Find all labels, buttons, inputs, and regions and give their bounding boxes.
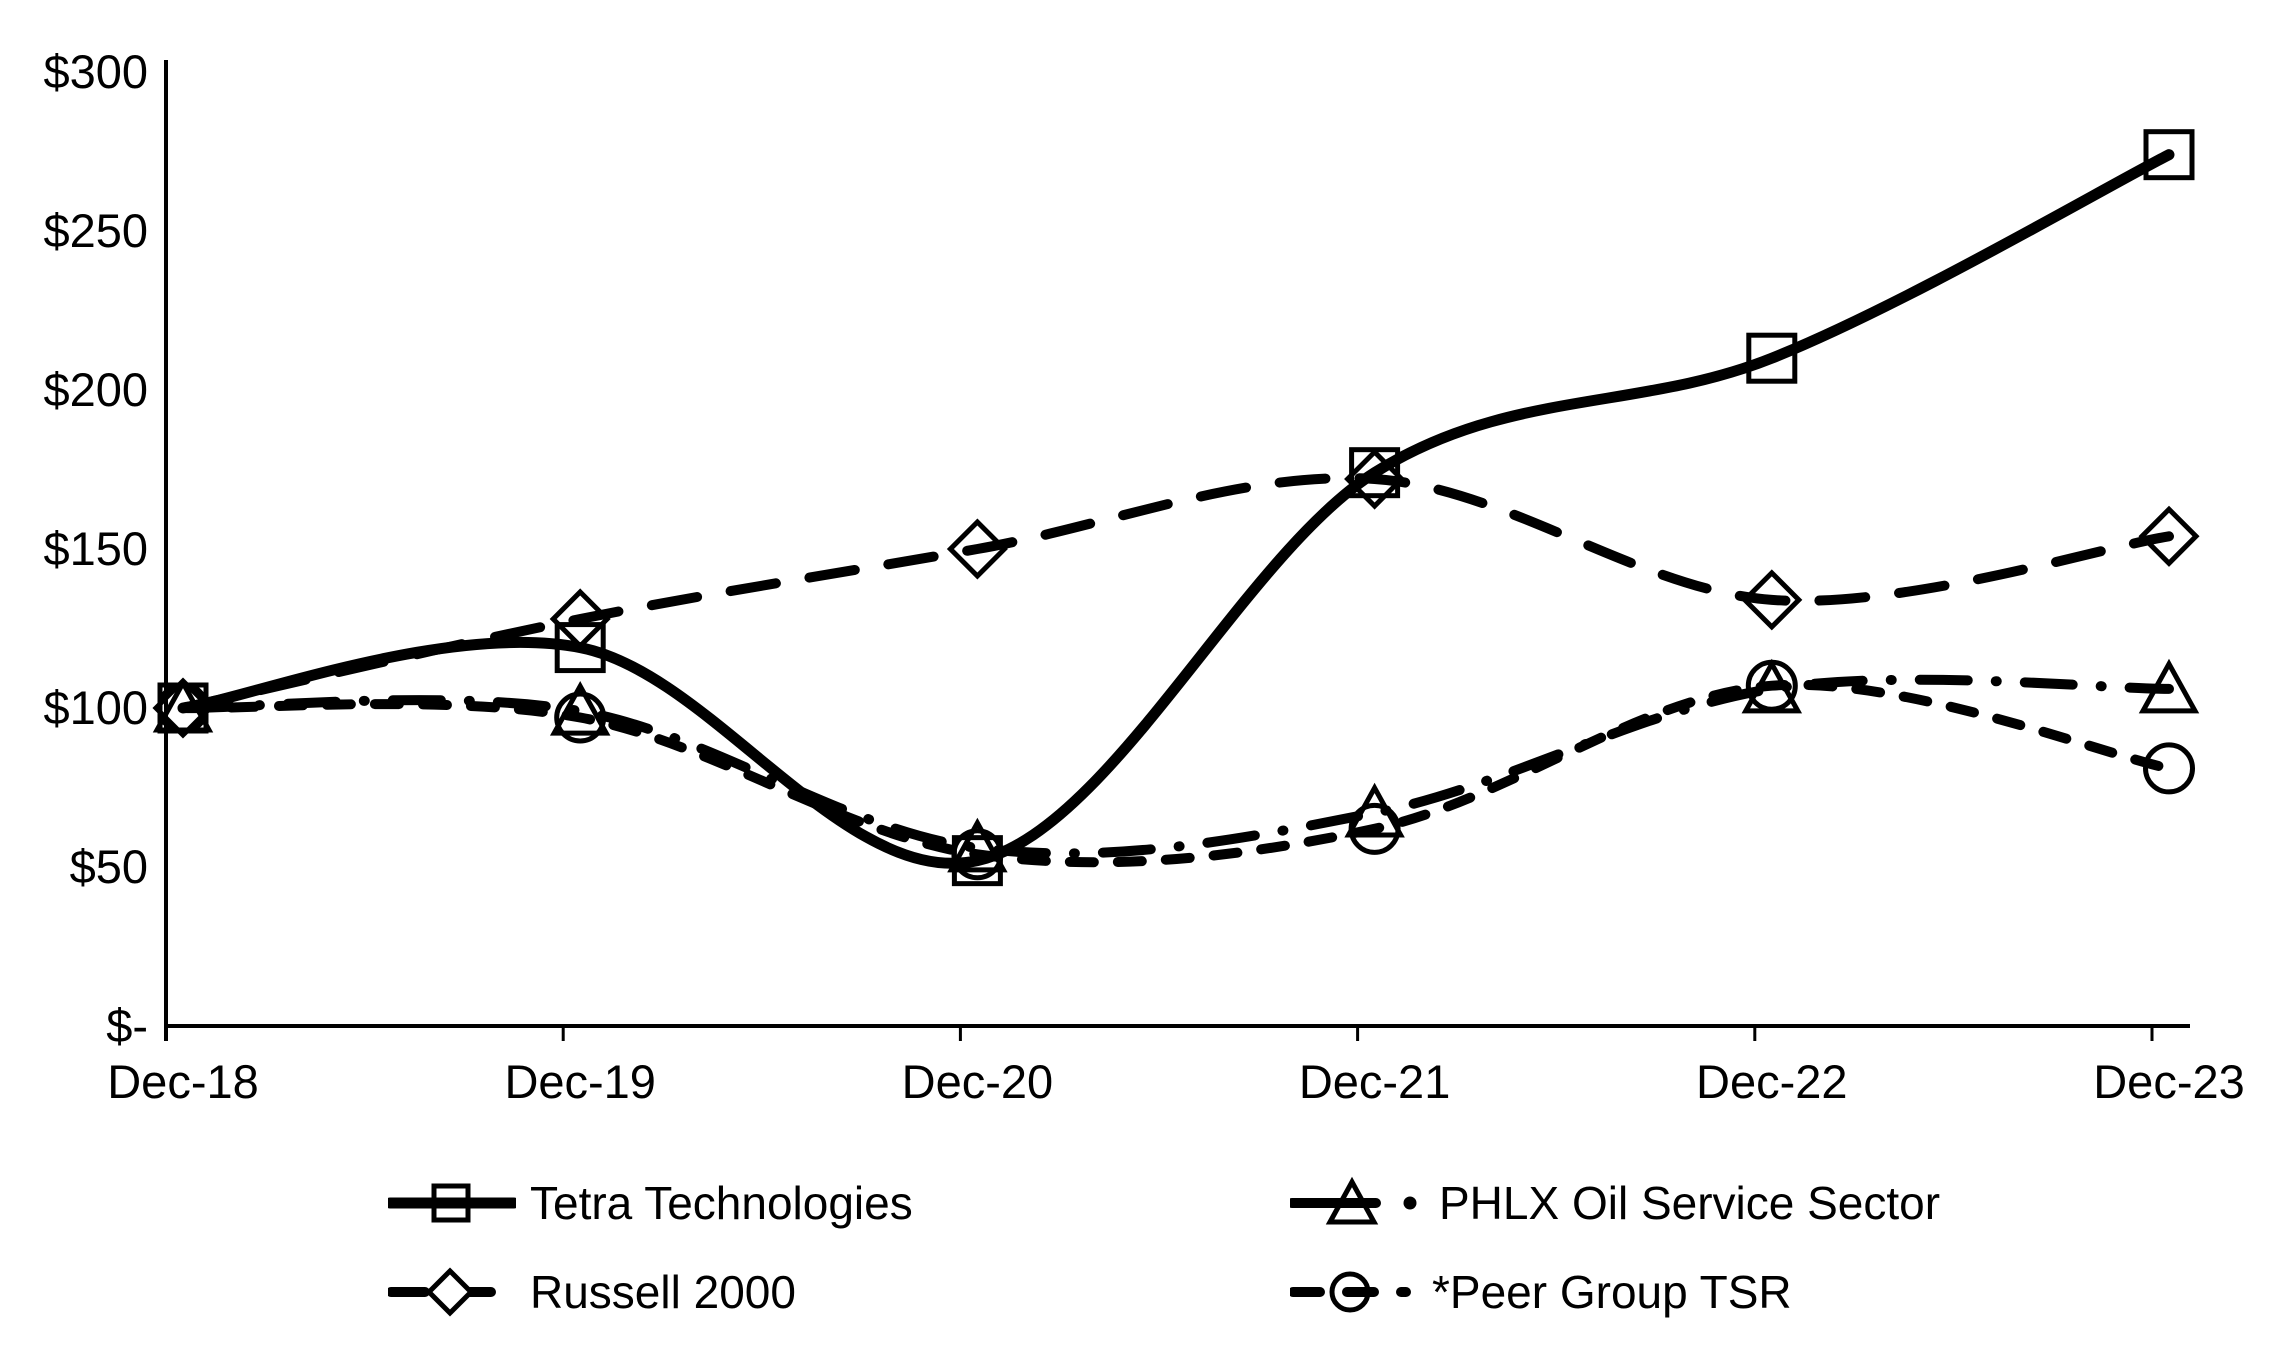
legend-item-russell-2000: Russell 2000 bbox=[388, 1262, 796, 1322]
axes bbox=[164, 60, 2190, 1041]
y-tick-label: $300 bbox=[43, 45, 148, 98]
y-tick-label: $- bbox=[106, 999, 148, 1052]
legend-item-phlx-oil-service-sector: PHLX Oil Service Sector bbox=[1290, 1173, 1940, 1233]
legend-dot bbox=[1403, 1196, 1417, 1210]
series-line-peer-group-tsr bbox=[178, 679, 2174, 868]
diamond-marker-icon bbox=[1344, 448, 1406, 510]
x-tick-label: Dec-22 bbox=[1696, 1055, 1848, 1108]
series-tetra-technologies bbox=[157, 129, 2195, 887]
x-tick-label: Dec-18 bbox=[107, 1055, 259, 1108]
peer-group-tsr-legend-sample bbox=[1290, 1271, 1411, 1313]
x-tick-label: Dec-20 bbox=[902, 1055, 1054, 1108]
y-tick-label: $50 bbox=[70, 840, 148, 893]
triangle-marker-icon bbox=[1325, 1176, 1379, 1225]
y-tick-label: $100 bbox=[43, 681, 148, 734]
legend-item-tetra-technologies: Tetra Technologies bbox=[388, 1173, 913, 1233]
diamond-marker-icon bbox=[2138, 505, 2200, 567]
diamond-marker-icon bbox=[425, 1267, 475, 1317]
legend-label-phlx-oil-service-sector: PHLX Oil Service Sector bbox=[1439, 1177, 1941, 1229]
square-marker-icon bbox=[431, 1183, 471, 1223]
legend-item-peer-group-tsr: *Peer Group TSR bbox=[1290, 1262, 1792, 1322]
circle-marker-icon bbox=[1329, 1271, 1371, 1313]
series-russell-2000 bbox=[152, 448, 2200, 739]
y-axis-labels: $300 $250 $200 $150 $100 $50 $- bbox=[43, 45, 148, 1052]
series-phlx-oil-service-sector bbox=[152, 658, 2200, 873]
russell-2000-legend-sample bbox=[388, 1267, 516, 1317]
square-marker-icon bbox=[1349, 447, 1401, 499]
diamond-marker-icon bbox=[946, 518, 1008, 580]
legend-label-russell-2000: Russell 2000 bbox=[530, 1266, 796, 1318]
y-tick-label: $250 bbox=[43, 204, 148, 257]
square-marker-icon bbox=[554, 622, 606, 674]
square-marker-icon bbox=[2143, 129, 2195, 181]
triangle-marker-icon bbox=[2138, 658, 2200, 714]
triangle-marker-icon bbox=[1741, 658, 1803, 714]
tetra-technologies-legend-sample bbox=[388, 1183, 516, 1223]
x-tick-label: Dec-19 bbox=[504, 1055, 656, 1108]
series-line-phlx-oil-service-sector bbox=[178, 674, 2174, 859]
x-tick-label: Dec-23 bbox=[2093, 1055, 2245, 1108]
circle-marker-icon bbox=[2143, 742, 2195, 795]
triangle-marker-icon bbox=[549, 681, 611, 736]
square-marker-icon bbox=[1746, 332, 1798, 384]
y-tick-label: $150 bbox=[43, 522, 148, 575]
legend-label-peer-group-tsr: *Peer Group TSR bbox=[1432, 1266, 1792, 1318]
triangle-marker-icon bbox=[947, 817, 1008, 873]
diamond-marker-icon bbox=[1741, 569, 1803, 631]
x-tick-label: Dec-21 bbox=[1299, 1055, 1451, 1108]
phlx-oil-service-sector-legend-sample bbox=[1290, 1176, 1417, 1225]
square-marker-icon bbox=[157, 682, 209, 734]
square-marker-icon bbox=[951, 835, 1003, 887]
y-tick-label: $200 bbox=[43, 363, 148, 416]
series-line-tetra-technologies bbox=[177, 149, 2175, 869]
series-line-russell-2000 bbox=[178, 473, 2174, 713]
legend-label-tetra-technologies: Tetra Technologies bbox=[530, 1177, 913, 1229]
x-axis-labels: Dec-18 Dec-19 Dec-20 Dec-21 Dec-22 Dec-23 bbox=[107, 1055, 2245, 1108]
triangle-marker-icon bbox=[1344, 782, 1405, 838]
